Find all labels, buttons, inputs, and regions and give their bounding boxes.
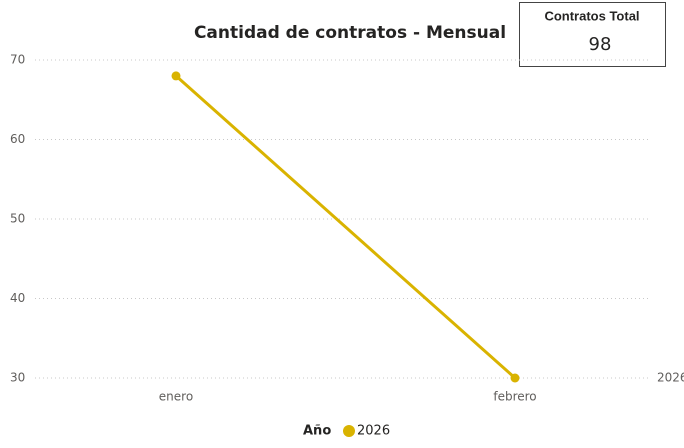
line — [175, 74, 516, 380]
chart-title: Cantidad de contratos - Mensual — [194, 23, 506, 43]
card — [519, 2, 666, 67]
y-tick-label: 60 — [10, 132, 25, 146]
point — [510, 373, 520, 383]
x-tick-label: enero — [159, 390, 193, 404]
legend-title: Año — [303, 424, 331, 439]
card-value: 98 — [589, 34, 612, 55]
y-tick-label: 50 — [10, 212, 25, 226]
series-end-label: 2026 — [657, 371, 684, 385]
y-tick-label: 40 — [10, 291, 25, 305]
card-title: Contratos Total — [544, 8, 639, 23]
y-tick-label: 70 — [10, 53, 25, 67]
y-tick-label: 30 — [10, 371, 25, 385]
legend-swatch — [343, 425, 355, 437]
legend-label: 2026 — [357, 424, 390, 439]
x-tick-label: febrero — [493, 390, 536, 404]
point — [171, 71, 181, 81]
